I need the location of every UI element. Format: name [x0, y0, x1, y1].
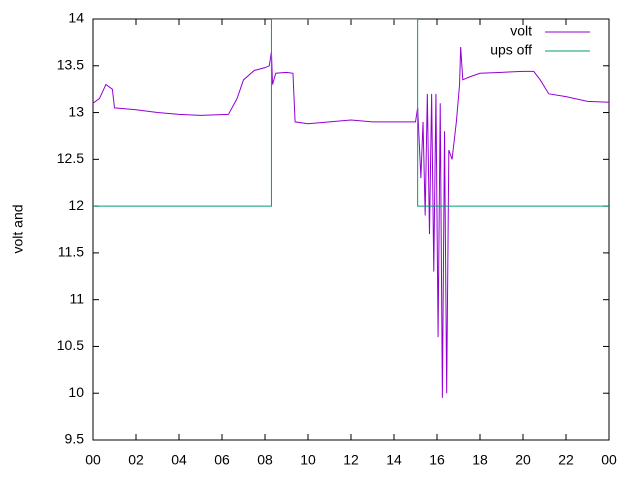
y-tick-label: 10.5 — [57, 337, 84, 353]
y-tick-label: 12 — [68, 197, 84, 213]
series-line — [93, 47, 609, 398]
series-line — [93, 19, 609, 207]
x-tick-label: 16 — [429, 452, 445, 468]
x-tick-label: 18 — [472, 452, 488, 468]
y-tick-label: 13.5 — [57, 56, 84, 72]
x-tick-label: 04 — [171, 452, 187, 468]
x-tick-label: 12 — [343, 452, 359, 468]
y-tick-label: 12.5 — [57, 150, 84, 166]
y-tick-label: 11 — [69, 290, 84, 306]
x-tick-label: 02 — [128, 452, 144, 468]
y-tick-label: 13 — [68, 103, 84, 119]
y-axis-label: volt and — [10, 204, 26, 253]
x-tick-label: 08 — [257, 452, 273, 468]
x-tick-label: 06 — [214, 452, 230, 468]
plot-area — [93, 19, 609, 398]
y-tick-label: 14 — [68, 10, 84, 26]
x-tick-label: 10 — [300, 452, 316, 468]
legend-label: volt — [510, 23, 532, 39]
y-tick-label: 9.5 — [65, 431, 85, 447]
legend-label: ups off — [490, 42, 532, 58]
x-tick-label: 20 — [515, 452, 531, 468]
y-tick-label: 10 — [68, 384, 84, 400]
y-tick-label: 11.5 — [58, 244, 84, 260]
x-tick-label: 00 — [85, 452, 101, 468]
plot-frame — [92, 18, 610, 441]
x-tick-label: 22 — [558, 452, 574, 468]
x-tick-label: 00 — [601, 452, 617, 468]
x-tick-label: 14 — [386, 452, 402, 468]
